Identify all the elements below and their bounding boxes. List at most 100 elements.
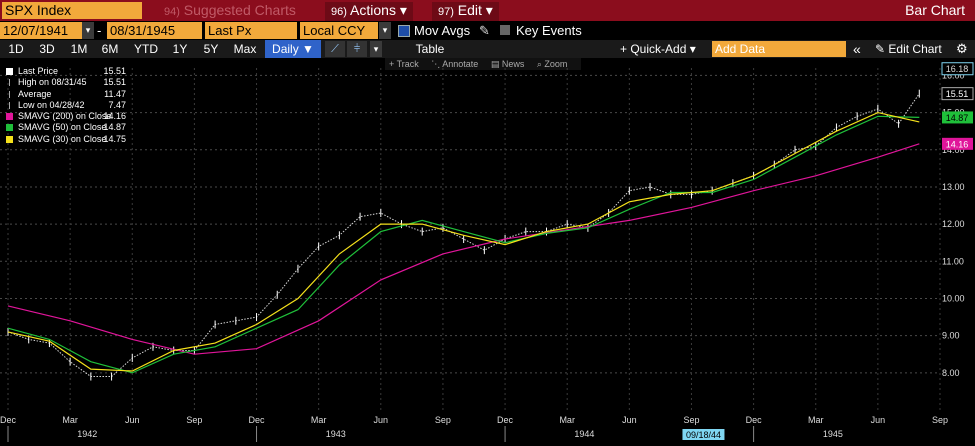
edit-num: 97): [438, 6, 454, 18]
y-tick-label: 8.00: [942, 368, 960, 378]
top-toolbar: SPX Index 94) Suggested Charts 96) Actio…: [0, 0, 975, 21]
range-1y[interactable]: 1Y: [172, 42, 188, 56]
series-line-smavg-30-on-close: [7, 111, 920, 372]
x-tick-label: Mar: [311, 415, 327, 425]
news-tool[interactable]: ▤ News: [490, 59, 525, 69]
y-tick-label: 12.00: [942, 219, 965, 229]
range-6m[interactable]: 6M: [101, 42, 119, 56]
legend-label: SMAVG (200) on Close: [18, 111, 112, 122]
range-5y[interactable]: 5Y: [203, 42, 219, 56]
range-toolbar: 1D 3D 1M 6M YTD 1Y 5Y Max Daily ▼ ⟋ ⫩ ▾ …: [0, 40, 975, 58]
right-value-badge: [942, 111, 973, 124]
key-events-checkbox[interactable]: [500, 25, 510, 35]
line-chart-icon[interactable]: ⟋: [325, 41, 345, 57]
pencil-icon[interactable]: ✎: [479, 23, 490, 38]
end-date-field[interactable]: 08/31/1945: [107, 22, 202, 39]
mov-avgs-checkbox[interactable]: [398, 25, 410, 37]
track-tool[interactable]: + Track: [389, 59, 419, 69]
right-value-label: 14.87: [946, 113, 969, 123]
legend-label: SMAVG (30) on Close: [18, 133, 107, 144]
range-ytd[interactable]: YTD: [134, 42, 158, 56]
y-tick-label: 9.00: [942, 331, 960, 341]
range-1m[interactable]: 1M: [70, 42, 88, 56]
year-label: 1942: [77, 429, 97, 439]
chart-style-dropdown[interactable]: ▾: [370, 41, 382, 57]
legend-value: 15.51: [103, 66, 126, 76]
actions-label: Actions ▾: [350, 2, 407, 18]
x-tick-label: Sep: [435, 415, 451, 425]
legend-item[interactable]: SMAVG (50) on Close 14.87: [6, 122, 126, 133]
start-date-dropdown[interactable]: ▾: [82, 22, 94, 39]
grid-lines: [0, 68, 941, 410]
x-tick-label: Mar: [808, 415, 824, 425]
edit-label: Edit ▾: [457, 2, 493, 18]
legend-value: 15.51: [103, 77, 126, 88]
x-tick-label: Sep: [932, 415, 948, 425]
start-date-field[interactable]: 12/07/1941: [0, 22, 82, 39]
x-tick-label: Mar: [559, 415, 575, 425]
date-dash: -: [97, 23, 102, 38]
cursor-date-label: 09/18/44: [686, 430, 721, 440]
legend-value: 14.16: [103, 111, 126, 122]
table-button[interactable]: Table: [415, 42, 445, 56]
price-field-select[interactable]: Last Px: [205, 22, 297, 39]
legend-swatch: [6, 68, 13, 75]
legend-label: High on 08/31/45: [18, 77, 87, 88]
right-value-badge: [941, 87, 974, 101]
cursor-date-badge: [682, 429, 725, 440]
legend-item[interactable]: Low on 04/28/42 7.47: [6, 100, 126, 111]
x-tick-label: Mar: [62, 415, 78, 425]
currency-dropdown[interactable]: ▾: [379, 22, 391, 39]
x-axis: Dec Mar Jun Sep Dec Mar Jun Sep Dec Mar Jun Sep Dec M…: [0, 415, 948, 442]
add-data-input[interactable]: Add Data: [712, 41, 846, 57]
zoom-tool[interactable]: ⌕ Zoom: [536, 59, 568, 69]
legend-item[interactable]: SMAVG (200) on Close 14.16: [6, 111, 126, 122]
y-tick-label: 10.00: [942, 293, 965, 303]
edit-chart-button[interactable]: ✎ Edit Chart: [875, 42, 942, 56]
frequency-dropdown[interactable]: Daily ▼: [265, 40, 321, 58]
right-value-label: 15.51: [946, 89, 969, 99]
x-tick-label: Jun: [871, 415, 886, 425]
legend-label: Average: [18, 88, 52, 99]
x-tick-label: Jun: [125, 415, 140, 425]
legend-item[interactable]: Average 11.47: [6, 89, 126, 100]
x-tick-label: Dec: [249, 415, 266, 425]
legend-label: Low on 04/28/42: [18, 99, 85, 110]
legend-swatch: [6, 113, 13, 121]
x-tick-label: Sep: [683, 415, 699, 425]
legend-label: Last Price: [18, 66, 59, 76]
suggested-num: 94): [164, 6, 180, 18]
ticker-field[interactable]: SPX Index: [2, 2, 142, 19]
series-line-smavg-50-on-close: [7, 115, 920, 374]
price-chart[interactable]: 8.009.0010.0011.0012.0013.0014.0015.0016…: [0, 58, 975, 446]
actions-button[interactable]: 96) Actions ▾: [325, 2, 413, 21]
year-label: 1943: [326, 429, 346, 439]
quick-add-button[interactable]: + Quick-Add ▾: [620, 42, 696, 56]
legend-item[interactable]: Last Price 15.51: [6, 66, 126, 77]
y-tick-label: 16.00: [942, 70, 965, 80]
right-value-label: 14.16: [946, 139, 969, 149]
gear-icon[interactable]: ⚙: [956, 41, 968, 56]
right-value-label: 16.18: [946, 64, 969, 74]
range-max[interactable]: Max: [233, 42, 257, 56]
edit-button[interactable]: 97) Edit ▾: [432, 2, 499, 21]
x-tick-label: Jun: [374, 415, 389, 425]
collapse-icon[interactable]: «: [853, 41, 861, 57]
chart-type-title: Bar Chart: [905, 2, 965, 18]
range-1d[interactable]: 1D: [8, 42, 24, 56]
bar-chart-icon[interactable]: ⫩: [347, 41, 367, 57]
series-line-smavg-200-on-close: [7, 143, 920, 355]
year-label: 1944: [574, 429, 594, 439]
annotate-tool[interactable]: ⋱ Annotate: [431, 59, 479, 69]
legend-item[interactable]: High on 08/31/45 15.51: [6, 77, 126, 88]
legend-item[interactable]: SMAVG (30) on Close 14.75: [6, 134, 126, 145]
series-layer: [7, 89, 920, 381]
mov-avgs-label: Mov Avgs: [414, 23, 471, 38]
range-3d[interactable]: 3D: [39, 42, 55, 56]
x-tick-label: Dec: [746, 415, 763, 425]
legend-swatch: [9, 90, 14, 98]
y-tick-label: 13.00: [942, 182, 965, 192]
x-tick-label: Dec: [497, 415, 514, 425]
currency-select[interactable]: Local CCY: [300, 22, 378, 39]
suggested-charts-button[interactable]: 94) Suggested Charts: [164, 2, 296, 21]
